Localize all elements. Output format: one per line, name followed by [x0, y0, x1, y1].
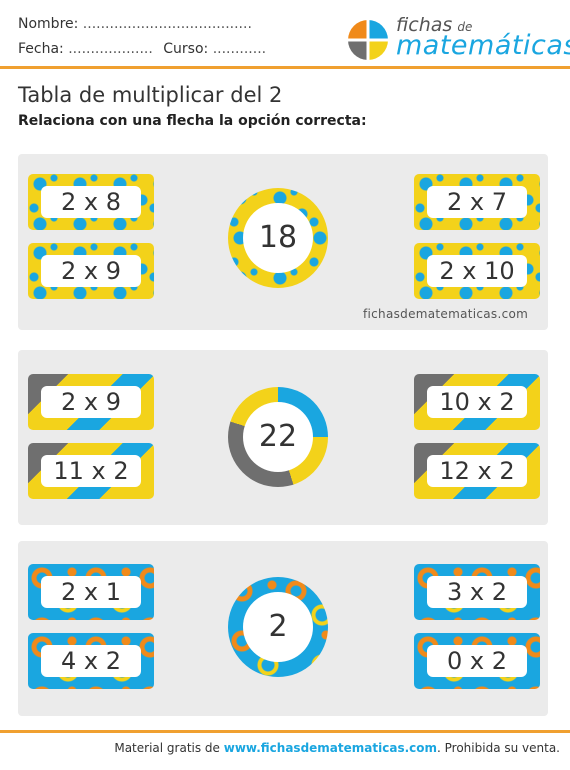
option-label: 3 x 2 — [427, 576, 527, 608]
option-card[interactable]: 2 x 10 — [414, 243, 540, 299]
logo-text-top: fichas de — [396, 14, 472, 36]
result-circle[interactable]: 22 — [228, 387, 328, 487]
option-label: 2 x 1 — [41, 576, 141, 608]
option-label: 2 x 9 — [41, 386, 141, 418]
name-field-row: Nombre: ................................… — [18, 16, 252, 32]
exercise-panel-2: 2 x 9 11 x 2 22 10 x 2 12 x 2 — [18, 350, 548, 525]
name-label: Nombre: — [18, 16, 79, 32]
option-card[interactable]: 2 x 1 — [28, 564, 154, 620]
option-card[interactable]: 12 x 2 — [414, 443, 540, 499]
name-blank[interactable]: ...................................... — [82, 16, 252, 32]
option-label: 11 x 2 — [41, 455, 141, 487]
option-label: 12 x 2 — [427, 455, 527, 487]
option-label: 2 x 7 — [427, 186, 527, 218]
page-title: Tabla de multiplicar del 2 — [18, 83, 283, 107]
option-card[interactable]: 0 x 2 — [414, 633, 540, 689]
logo-de: de — [457, 20, 473, 34]
option-label: 2 x 9 — [41, 255, 141, 287]
option-card[interactable]: 2 x 9 — [28, 374, 154, 430]
footer-suffix: . Prohibida su venta. — [437, 741, 560, 755]
option-card[interactable]: 11 x 2 — [28, 443, 154, 499]
date-course-row: Fecha: ................... Curso: ......… — [18, 41, 266, 57]
date-label: Fecha: — [18, 41, 64, 57]
option-card[interactable]: 2 x 7 — [414, 174, 540, 230]
exercise-panel-1: 2 x 8 2 x 9 18 2 x 7 2 x 10 fichasdemate… — [18, 154, 548, 330]
footer: Material gratis de www.fichasdematematic… — [0, 741, 560, 755]
result-value: 2 — [243, 592, 313, 662]
instructions: Relaciona con una flecha la opción corre… — [18, 113, 367, 129]
footer-prefix: Material gratis de — [114, 741, 224, 755]
option-card[interactable]: 2 x 9 — [28, 243, 154, 299]
exercise-panel-3: 2 x 1 4 x 2 2 3 x 2 0 x 2 — [18, 541, 548, 716]
footer-divider — [0, 730, 570, 733]
option-card[interactable]: 10 x 2 — [414, 374, 540, 430]
watermark: fichasdematematicas.com — [363, 307, 529, 321]
option-label: 2 x 10 — [427, 255, 527, 287]
option-label: 10 x 2 — [427, 386, 527, 418]
option-card[interactable]: 4 x 2 — [28, 633, 154, 689]
result-value: 22 — [243, 402, 313, 472]
logo-mark-icon — [346, 18, 390, 62]
footer-link[interactable]: www.fichasdematematicas.com — [223, 741, 438, 755]
result-circle[interactable]: 2 — [228, 577, 328, 677]
header-divider — [0, 66, 570, 69]
option-label: 4 x 2 — [41, 645, 141, 677]
result-circle[interactable]: 18 — [228, 188, 328, 288]
option-label: 2 x 8 — [41, 186, 141, 218]
date-blank[interactable]: ................... — [68, 41, 153, 57]
result-value: 18 — [243, 203, 313, 273]
course-label: Curso: — [163, 41, 209, 57]
option-label: 0 x 2 — [427, 645, 527, 677]
option-card[interactable]: 3 x 2 — [414, 564, 540, 620]
course-blank[interactable]: ............ — [212, 41, 267, 57]
logo-fichas: fichas — [396, 14, 453, 36]
option-card[interactable]: 2 x 8 — [28, 174, 154, 230]
logo-matematicas: matemáticas — [396, 30, 570, 61]
